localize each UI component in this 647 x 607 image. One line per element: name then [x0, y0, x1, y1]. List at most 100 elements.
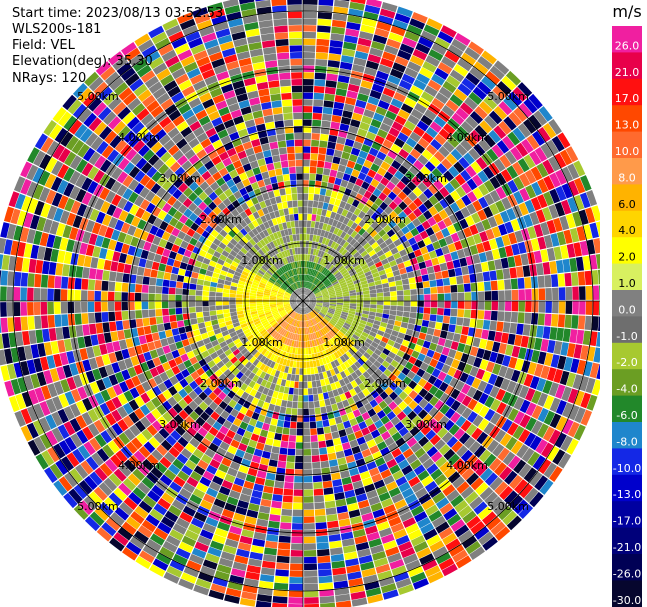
velocity-gate	[309, 303, 315, 307]
velocity-gate	[369, 399, 379, 408]
velocity-gate	[282, 495, 293, 503]
velocity-gate	[51, 411, 63, 427]
velocity-gate	[123, 161, 135, 175]
velocity-gate	[63, 182, 75, 197]
velocity-gate	[344, 263, 352, 270]
velocity-gate	[235, 223, 244, 231]
velocity-gate	[296, 299, 303, 301]
velocity-gate	[529, 435, 542, 451]
velocity-gate	[313, 317, 318, 324]
velocity-gate	[85, 132, 99, 147]
velocity-gate	[157, 416, 168, 427]
velocity-gate	[396, 305, 404, 312]
velocity-gate	[307, 282, 311, 289]
velocity-gate	[337, 164, 347, 173]
velocity-gate	[312, 310, 318, 315]
velocity-gate	[379, 373, 388, 382]
velocity-gate	[438, 86, 453, 99]
velocity-gate	[250, 256, 258, 263]
velocity-gate	[523, 373, 534, 387]
velocity-gate	[411, 263, 420, 271]
velocity-gate	[491, 226, 502, 238]
velocity-gate	[276, 301, 283, 303]
velocity-gate	[69, 185, 81, 200]
velocity-gate	[263, 302, 270, 306]
velocity-gate	[334, 286, 342, 291]
velocity-gate	[61, 314, 69, 327]
velocity-gate	[477, 291, 485, 301]
velocity-gate	[485, 70, 501, 85]
velocity-gate	[435, 551, 452, 565]
velocity-gate	[414, 487, 428, 499]
velocity-gate	[265, 334, 272, 341]
velocity-gate	[133, 530, 149, 544]
velocity-gate	[511, 301, 519, 312]
velocity-gate	[213, 215, 222, 225]
velocity-gate	[441, 346, 451, 356]
velocity-gate	[502, 510, 518, 526]
velocity-gate	[267, 281, 274, 286]
velocity-gate	[277, 292, 284, 296]
velocity-gate	[207, 360, 216, 369]
velocity-gate	[235, 205, 244, 214]
velocity-gate	[157, 521, 172, 535]
velocity-gate	[286, 289, 293, 294]
velocity-gate	[236, 287, 244, 292]
velocity-gate	[47, 301, 54, 315]
velocity-gate	[224, 502, 237, 513]
velocity-gate	[410, 85, 424, 97]
velocity-gate	[299, 301, 303, 307]
velocity-gate	[370, 178, 380, 188]
velocity-gate	[252, 427, 262, 436]
velocity-gate	[311, 340, 316, 347]
velocity-gate	[91, 222, 102, 235]
velocity-gate	[354, 314, 362, 320]
velocity-gate	[396, 290, 404, 296]
velocity-gate	[547, 340, 556, 354]
velocity-gate	[599, 285, 600, 300]
velocity-gate	[446, 331, 455, 341]
velocity-gate	[280, 365, 286, 373]
velocity-gate	[399, 442, 410, 453]
velocity-gate	[85, 219, 96, 233]
velocity-gate	[358, 322, 366, 329]
velocity-gate	[478, 338, 488, 350]
velocity-gate	[424, 85, 438, 98]
velocity-gate	[403, 334, 412, 342]
velocity-gate	[275, 356, 282, 364]
velocity-gate	[492, 85, 507, 101]
velocity-gate	[283, 303, 290, 306]
velocity-gate	[429, 156, 441, 168]
velocity-gate	[335, 600, 352, 607]
velocity-gate	[369, 445, 380, 455]
velocity-gate	[89, 471, 103, 486]
velocity-gate	[505, 344, 514, 356]
velocity-gate	[584, 315, 592, 331]
velocity-gate	[239, 535, 253, 545]
velocity-gate	[104, 130, 118, 145]
velocity-gate	[452, 476, 466, 489]
velocity-gate	[349, 388, 357, 397]
velocity-gate	[344, 551, 358, 561]
velocity-gate	[294, 306, 300, 312]
velocity-gate	[229, 331, 237, 338]
velocity-gate	[316, 542, 330, 550]
velocity-gate	[370, 203, 379, 212]
velocity-gate	[303, 327, 305, 335]
velocity-gate	[322, 268, 329, 275]
velocity-gate	[403, 289, 411, 296]
velocity-gate	[387, 319, 395, 325]
velocity-gate	[200, 262, 209, 270]
velocity-gate	[231, 376, 240, 385]
velocity-gate	[262, 301, 270, 304]
velocity-gate	[327, 520, 339, 529]
velocity-gate	[275, 315, 282, 321]
velocity-gate	[128, 166, 141, 179]
velocity-gate	[294, 306, 299, 312]
velocity-gate	[290, 297, 297, 300]
velocity-gate	[94, 290, 102, 301]
velocity-gate	[303, 18, 317, 26]
velocity-gate	[380, 176, 390, 187]
velocity-gate	[42, 328, 51, 343]
velocity-gate	[392, 186, 402, 196]
